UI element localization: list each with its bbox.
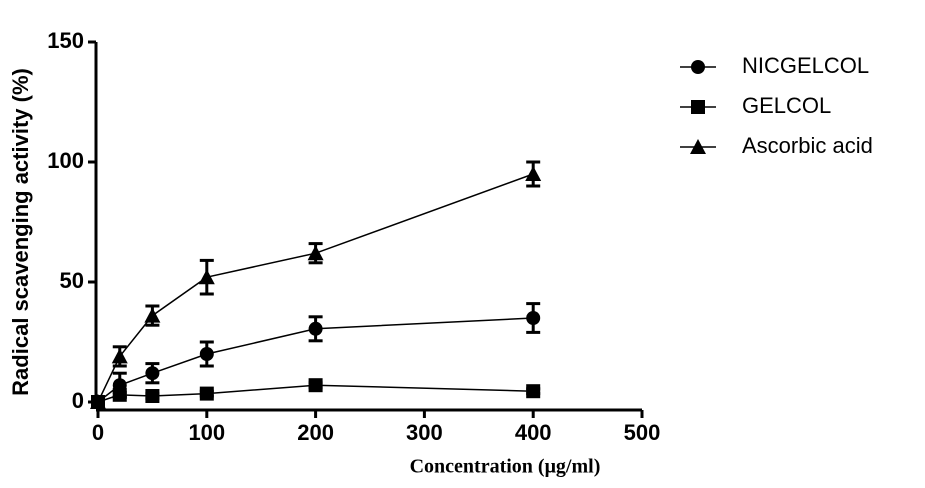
y-tick-label: 0 bbox=[72, 388, 84, 413]
y-tick-label: 50 bbox=[60, 268, 84, 293]
x-tick-label: 200 bbox=[297, 420, 334, 445]
marker bbox=[111, 348, 128, 364]
marker bbox=[526, 311, 541, 325]
y-tick-label: 100 bbox=[47, 148, 84, 173]
series-line bbox=[97, 173, 534, 403]
marker bbox=[308, 378, 323, 393]
marker bbox=[198, 269, 215, 285]
y-tick-label: 150 bbox=[47, 28, 84, 53]
marker bbox=[526, 384, 541, 399]
marker bbox=[307, 245, 324, 261]
x-tick-label: 400 bbox=[515, 420, 552, 445]
legend-label: Ascorbic acid bbox=[742, 133, 873, 158]
x-tick-label: 0 bbox=[92, 420, 104, 445]
marker bbox=[308, 321, 323, 336]
marker bbox=[112, 387, 127, 402]
marker bbox=[199, 347, 214, 361]
x-tick-label: 500 bbox=[624, 420, 661, 445]
legend-label: NICGELCOL bbox=[742, 53, 869, 78]
marker bbox=[90, 394, 106, 409]
marker bbox=[144, 307, 161, 323]
legend-label: GELCOL bbox=[742, 93, 831, 118]
y-axis-label: Radical scavenging activity (%) bbox=[8, 68, 33, 396]
marker bbox=[199, 386, 214, 401]
x-axis-label: Concentration (μg/ml) bbox=[410, 456, 601, 478]
legend-marker bbox=[691, 100, 705, 114]
marker bbox=[145, 366, 160, 381]
marker bbox=[145, 389, 160, 403]
x-tick-label: 300 bbox=[406, 420, 443, 445]
legend-marker bbox=[691, 60, 705, 74]
legend-marker bbox=[690, 139, 706, 154]
marker bbox=[525, 166, 542, 181]
x-tick-label: 100 bbox=[188, 420, 225, 445]
